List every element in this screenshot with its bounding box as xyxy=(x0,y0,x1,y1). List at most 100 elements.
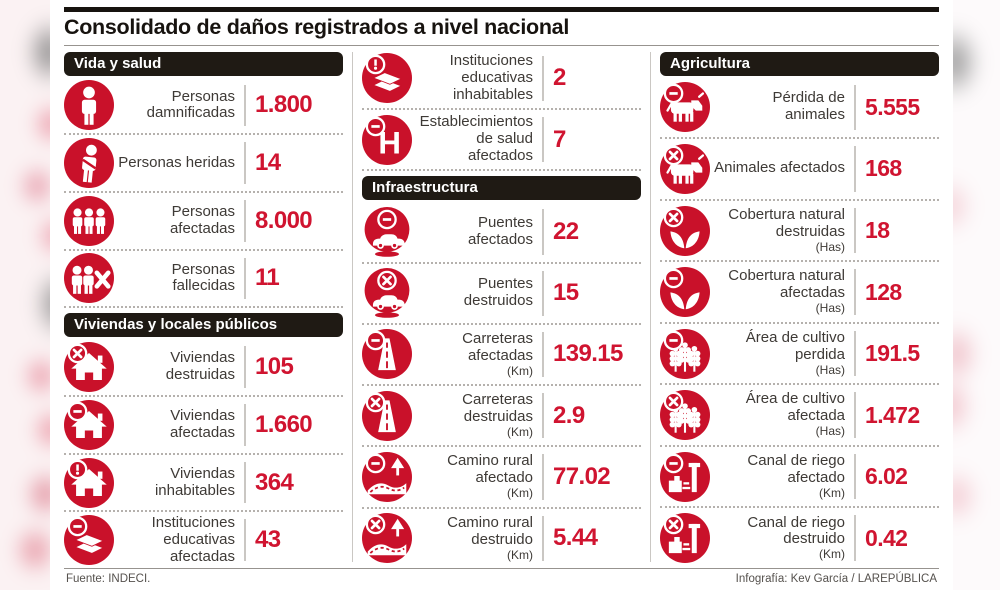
stat-row: Carreteras destruidas (Km) 2.9 xyxy=(362,386,641,448)
stat-unit-label: (Km) xyxy=(507,547,533,562)
stat-value: 6.02 xyxy=(865,463,908,490)
stat-value: 7 xyxy=(553,125,566,153)
stat-label-text: Área de cultivo afectada xyxy=(745,390,845,425)
column-vida-y-viviendas: Vida y salud Personas damnificadas 1.800… xyxy=(64,49,352,568)
section-header: Infraestructura xyxy=(362,176,641,201)
column-agricultura: Agricultura Pérdida de animales 5.555 An… xyxy=(651,49,939,568)
stat-row: Viviendas inhabitables 364 xyxy=(64,455,343,513)
stat-label: Carreteras afectadas (Km) xyxy=(412,330,542,378)
stat-label-text: Pérdida de animales xyxy=(772,89,845,124)
stats-grid: Vida y salud Personas damnificadas 1.800… xyxy=(64,49,939,568)
hospital-minus-icon: H xyxy=(362,114,412,165)
wheat-minus-icon xyxy=(660,328,710,379)
stat-row: Personas heridas 14 xyxy=(64,135,343,193)
stat-row: Carreteras afectadas (Km) 139.15 xyxy=(362,325,641,387)
source-credit: Fuente: INDECI. xyxy=(66,573,151,585)
bridge-car-minus-icon xyxy=(362,206,412,257)
stat-label: Instituciones educativas afectadas xyxy=(114,514,244,566)
stat-label-text: Personas afectadas xyxy=(169,202,235,237)
svg-text:H: H xyxy=(378,125,401,160)
plant-x-icon xyxy=(660,205,710,256)
stat-label: Canal de riego afectado (Km) xyxy=(710,451,854,500)
row-divider xyxy=(244,199,246,242)
column-divider xyxy=(352,51,353,562)
row-divider xyxy=(854,453,856,500)
stat-row: Camino rural afectado (Km) 77.02 xyxy=(362,447,641,509)
stat-row: Personas damnificadas 1.800 xyxy=(64,78,343,136)
people-group-icon xyxy=(64,195,114,246)
stat-value: 2.9 xyxy=(553,401,585,429)
stat-label: Pérdida de animales xyxy=(710,90,854,124)
stat-unit-label: (Km) xyxy=(819,547,845,562)
stat-unit-label: (Km) xyxy=(819,485,845,500)
stat-value: 128 xyxy=(865,278,902,305)
row-divider xyxy=(542,209,544,255)
stat-row: Personas fallecidas 11 xyxy=(64,251,343,309)
stat-unit-label: (Has) xyxy=(815,362,845,377)
stat-row: Área de cultivo perdida (Has) 191.5 xyxy=(660,324,939,386)
stat-label-text: Personas damnificadas xyxy=(146,87,235,122)
stat-unit-label: (Km) xyxy=(507,363,533,378)
stat-label: Viviendas afectadas xyxy=(114,406,244,442)
stat-unit-label: (Has) xyxy=(815,424,845,439)
footer: Fuente: INDECI. Infografía: Kev García /… xyxy=(64,568,939,585)
rural-road-x-icon xyxy=(362,513,412,564)
stat-value: 5.44 xyxy=(553,524,598,552)
stat-unit-label: (Has) xyxy=(815,239,845,254)
stat-value: 15 xyxy=(553,279,579,307)
section-header: Vida y salud xyxy=(64,51,343,76)
stat-value: 43 xyxy=(255,526,281,554)
stat-label: Camino rural destruido (Km) xyxy=(412,514,542,562)
stat-value: 22 xyxy=(553,217,579,245)
blurred-right-margin xyxy=(953,0,1000,590)
canal-minus-icon xyxy=(660,451,710,502)
stat-label-text: Instituciones educativas inhabitables xyxy=(449,51,533,103)
row-divider xyxy=(244,142,246,184)
row-divider xyxy=(542,116,544,163)
stat-label-text: Personas fallecidas xyxy=(171,260,235,295)
row-divider xyxy=(542,270,544,316)
stat-row: Animales afectados 168 xyxy=(660,139,939,201)
stat-label: Puentes afectados xyxy=(412,214,542,249)
stat-row: Canal de riego destruido (Km) 0.42 xyxy=(660,508,939,568)
stat-row: Instituciones educativas inhabitables 2 xyxy=(362,49,641,110)
row-divider xyxy=(854,84,856,131)
stat-row: Personas afectadas 8.000 xyxy=(64,193,343,251)
row-divider xyxy=(244,404,246,446)
stat-label: Viviendas inhabitables xyxy=(114,465,244,500)
canal-x-icon xyxy=(660,513,710,564)
stat-row: Puentes afectados 22 xyxy=(362,202,641,264)
books-exclamation-icon xyxy=(362,53,412,104)
row-divider xyxy=(542,515,544,562)
stat-value: 77.02 xyxy=(553,463,611,491)
author-credit: Infografía: Kev García / LAREPÚBLICA xyxy=(735,573,937,585)
stat-label: Camino rural afectado (Km) xyxy=(412,452,542,500)
stat-label-text: Puentes destruidos xyxy=(463,275,533,310)
road-x-icon xyxy=(362,390,412,441)
stat-label: Área de cultivo perdida (Has) xyxy=(710,329,854,377)
stat-label-text: Viviendas afectadas xyxy=(169,406,235,441)
stat-label-text: Cobertura natural destruidas xyxy=(728,205,845,240)
stat-label: Cobertura natural afectadas (Has) xyxy=(710,267,854,315)
stat-value: 1.472 xyxy=(865,401,920,428)
stat-row: Pérdida de animales 5.555 xyxy=(660,78,939,140)
page-title: Consolidado de daños registrados a nivel… xyxy=(64,15,569,39)
stat-value: 11 xyxy=(255,264,280,292)
infographic-panel: Consolidado de daños registrados a nivel… xyxy=(50,0,953,590)
stat-label-text: Canal de riego afectado xyxy=(747,451,845,486)
stat-label: Puentes destruidos xyxy=(412,275,542,310)
stat-row: Área de cultivo afectada (Has) 1.472 xyxy=(660,385,939,447)
stat-row: Camino rural destruido (Km) 5.44 xyxy=(362,509,641,568)
stat-value: 5.555 xyxy=(865,93,920,120)
house-exclamation-icon xyxy=(64,457,114,508)
stat-row: Instituciones educativas afectadas 43 xyxy=(64,512,343,568)
row-divider xyxy=(244,84,246,127)
stat-row: Canal de riego afectado (Km) 6.02 xyxy=(660,447,939,509)
stat-label: Personas afectadas xyxy=(114,202,244,238)
row-divider xyxy=(542,454,544,500)
books-minus-icon xyxy=(64,515,114,566)
row-divider xyxy=(542,55,544,101)
stat-label-text: Viviendas destruidas xyxy=(165,349,235,384)
stat-label: Cobertura natural destruidas (Has) xyxy=(710,205,854,254)
